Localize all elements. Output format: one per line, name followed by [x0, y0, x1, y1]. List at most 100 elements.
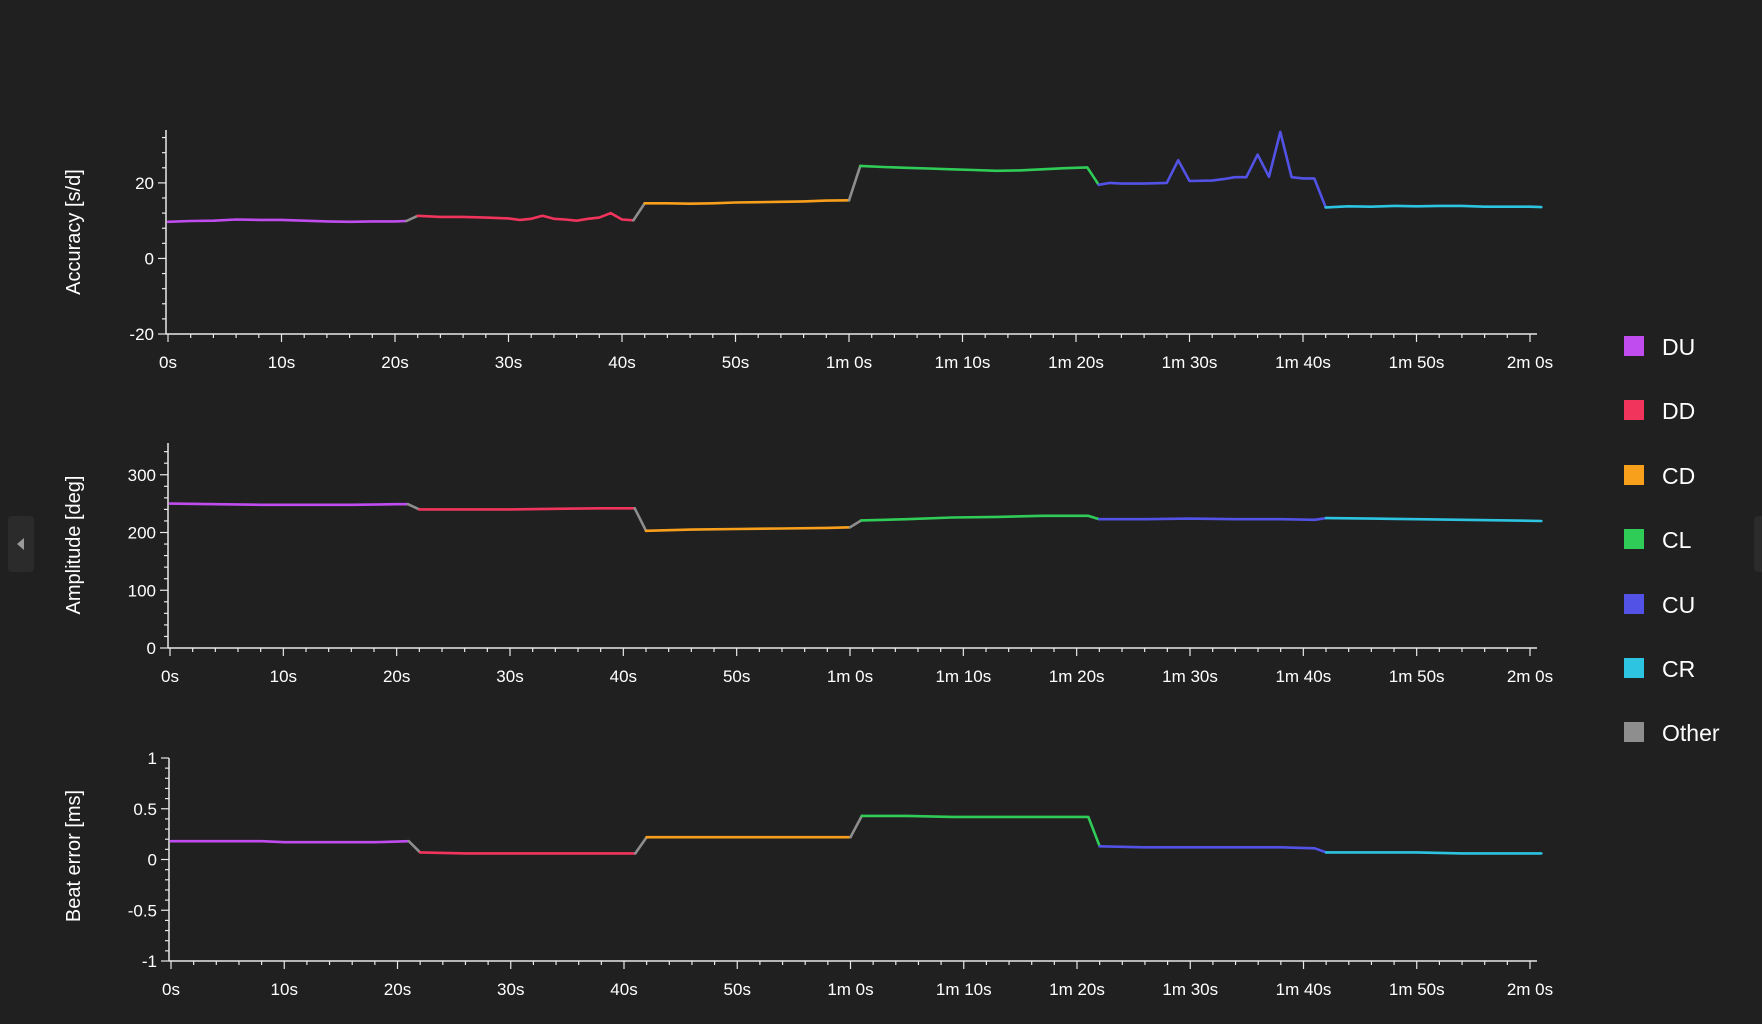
x-tick-label: 1m 10s: [936, 980, 992, 999]
x-tick-label: 1m 40s: [1275, 353, 1331, 372]
legend-label: DU: [1662, 334, 1696, 360]
x-tick-label: 20s: [381, 353, 408, 372]
x-tick-label: 1m 50s: [1389, 980, 1445, 999]
chart-panel: 0s 10s 20s 30s 40s 50s 1m 0s 1m 10s 1m 20s 1m 30s…: [63, 130, 1553, 372]
y-axis-label: Amplitude [deg]: [63, 476, 85, 615]
series-segment-other: [849, 814, 864, 839]
series-segment-cu: [1097, 130, 1327, 209]
x-tick-label: 2m 0s: [1507, 980, 1553, 999]
x-tick-label: 20s: [383, 667, 410, 686]
y-tick-label: -20: [129, 325, 154, 344]
collapse-left-panel-button[interactable]: [8, 516, 34, 572]
legend-swatch: [1624, 464, 1644, 485]
x-tick-label: 30s: [497, 980, 524, 999]
series-segment-dd: [416, 211, 635, 222]
chart-panel: 0s 10s 20s 30s 40s 50s 1m 0s 1m 10s 1m 20s 1m 30s…: [63, 749, 1553, 999]
x-tick-label: 50s: [722, 353, 749, 372]
y-axis-label: Beat error [ms]: [63, 790, 85, 922]
series-segment-other: [405, 214, 420, 223]
y-tick-label: 0.5: [133, 800, 157, 819]
series-segment-cl: [860, 814, 1101, 848]
legend-swatch: [1624, 529, 1644, 550]
series-segment-other: [633, 835, 648, 855]
legend-swatch: [1624, 657, 1644, 678]
collapse-right-panel-button[interactable]: [1754, 516, 1762, 572]
x-tick-label: 20s: [384, 980, 411, 999]
y-tick-label: 1: [148, 749, 157, 768]
x-tick-label: 0s: [162, 980, 180, 999]
legend-swatch: [1624, 593, 1644, 614]
x-tick-label: 1m 40s: [1276, 980, 1332, 999]
legend-item-cr[interactable]: CR: [1624, 655, 1754, 682]
x-tick-label: 1m 40s: [1275, 667, 1331, 686]
x-tick-label: 2m 0s: [1507, 667, 1553, 686]
x-tick-label: 2m 0s: [1507, 353, 1553, 372]
series-segment-cr: [1324, 204, 1543, 209]
series-segment-cl: [859, 514, 1101, 522]
legend-label: CU: [1662, 591, 1696, 618]
x-tick-label: 10s: [270, 667, 297, 686]
series-segment-cu: [1098, 516, 1328, 522]
series-segment-other: [847, 164, 862, 202]
x-tick-label: 30s: [496, 667, 523, 686]
x-tick-label: 1m 20s: [1049, 667, 1105, 686]
legend-swatch: [1624, 722, 1644, 743]
series-segment-cd: [643, 199, 851, 205]
x-tick-label: 1m 30s: [1162, 353, 1218, 372]
x-tick-label: 1m 0s: [827, 667, 873, 686]
y-tick-label: 300: [128, 466, 156, 485]
chart-panel: 0s 10s 20s 30s 40s 50s 1m 0s 1m 10s 1m 20s 1m 30s…: [63, 443, 1553, 686]
series-segment-cr: [1324, 516, 1543, 523]
series-segment-du: [166, 218, 408, 224]
series-segment-du: [168, 502, 410, 507]
y-tick-label: 0: [147, 639, 156, 658]
y-tick-label: 0: [148, 851, 157, 870]
y-tick-label: 20: [135, 174, 154, 193]
series-segment-other: [633, 506, 648, 533]
x-tick-label: 1m 10s: [935, 353, 991, 372]
x-tick-label: 0s: [161, 667, 179, 686]
series-segment-other: [848, 519, 863, 529]
y-tick-label: 100: [128, 581, 156, 600]
legend-label: CL: [1662, 527, 1692, 554]
x-tick-label: 10s: [271, 980, 298, 999]
legend-label: CR: [1662, 655, 1696, 682]
x-tick-label: 1m 30s: [1162, 667, 1218, 686]
series-segment-other: [407, 839, 422, 854]
legend-label: DD: [1662, 398, 1696, 425]
chevron-left-icon: [17, 538, 24, 550]
series-segment-dd: [418, 851, 637, 855]
series-segment-cu: [1098, 844, 1328, 854]
legend-swatch: [1624, 336, 1644, 356]
series-segment-cl: [858, 164, 1100, 187]
x-tick-label: 1m 10s: [935, 667, 991, 686]
y-tick-label: 0: [145, 249, 154, 268]
legend-item-other[interactable]: Other: [1624, 720, 1754, 747]
legend-label: CD: [1662, 462, 1696, 489]
series-segment-cr: [1324, 851, 1543, 855]
x-tick-label: 10s: [268, 353, 295, 372]
x-tick-label: 1m 50s: [1389, 353, 1445, 372]
y-tick-label: 200: [128, 524, 156, 543]
series-segment-du: [169, 839, 411, 844]
series-segment-other: [406, 502, 421, 511]
legend: DU DD CD CL CU CR Other: [1624, 334, 1754, 787]
legend-item-du[interactable]: DU: [1624, 334, 1754, 360]
x-tick-label: 0s: [159, 353, 177, 372]
series-segment-cd: [644, 525, 852, 533]
x-tick-label: 1m 0s: [827, 980, 873, 999]
legend-label: Other: [1662, 720, 1720, 747]
series-segment-dd: [417, 506, 637, 511]
legend-item-dd[interactable]: DD: [1624, 398, 1754, 425]
x-tick-label: 1m 30s: [1162, 980, 1218, 999]
x-tick-label: 50s: [723, 667, 750, 686]
x-tick-label: 1m 20s: [1049, 980, 1105, 999]
x-tick-label: 40s: [610, 667, 637, 686]
legend-swatch: [1624, 400, 1644, 421]
x-tick-label: 30s: [495, 353, 522, 372]
legend-item-cd[interactable]: CD: [1624, 462, 1754, 489]
legend-item-cl[interactable]: CL: [1624, 527, 1754, 554]
legend-item-cu[interactable]: CU: [1624, 591, 1754, 618]
